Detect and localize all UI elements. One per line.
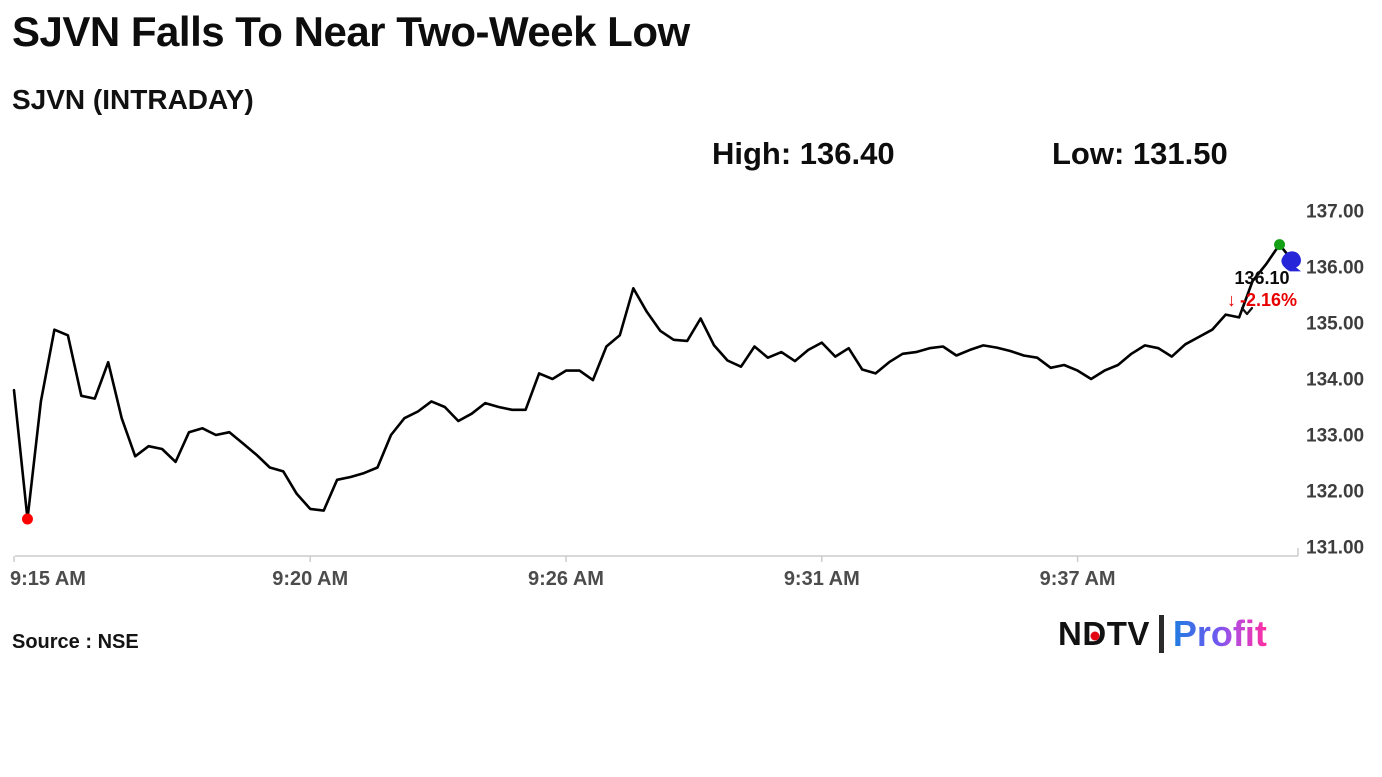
ndtv-letter-n: N — [1058, 615, 1083, 652]
last-price-cursor — [1281, 251, 1301, 272]
down-arrow-icon: ↓ — [1226, 290, 1236, 310]
logo-separator-bar — [1158, 615, 1164, 653]
chart-subtitle: SJVN (INTRADAY) — [12, 84, 254, 115]
source-credit: Source : NSE — [12, 631, 139, 653]
profit-wordmark: Profit — [1172, 613, 1267, 654]
x-axis-label: 9:37 AM — [1040, 568, 1116, 590]
page-title: SJVN Falls To Near Two-Week Low — [12, 8, 690, 55]
ndtv-letter-d: D — [1082, 615, 1106, 653]
y-axis-label: 135.00 — [1306, 314, 1364, 335]
x-axis-label: 9:15 AM — [10, 568, 86, 590]
ndtv-wordmark: NDTV — [1058, 615, 1150, 653]
y-axis-label: 132.00 — [1306, 482, 1364, 503]
annotation-caret-icon — [1240, 306, 1254, 316]
day-high-value: High: 136.40 — [712, 136, 895, 171]
last-price-label: 136.10 — [1234, 268, 1290, 288]
ndtv-letters-tv: TV — [1106, 615, 1150, 652]
change-percent-label: ↓ -2.16% — [1196, 290, 1328, 311]
ndtv-profit-logo: NDTV Profit — [1058, 612, 1267, 656]
y-axis-label: 134.00 — [1306, 370, 1364, 391]
change-percent-value: -2.16% — [1239, 290, 1298, 310]
x-axis-label: 9:26 AM — [528, 568, 604, 590]
price-line — [12, 243, 1295, 521]
ndtv-red-dot-icon — [1090, 631, 1100, 641]
day-high-dot — [1274, 239, 1286, 251]
y-axis-label: 131.00 — [1306, 538, 1364, 559]
y-axis-label: 137.00 — [1306, 202, 1364, 223]
day-low-value: Low: 131.50 — [1052, 136, 1228, 171]
y-axis-label: 136.00 — [1306, 258, 1364, 279]
y-axis-label: 133.00 — [1306, 426, 1364, 447]
x-axis-label: 9:31 AM — [784, 568, 860, 590]
x-axis-label: 9:20 AM — [272, 568, 348, 590]
day-low-dot — [21, 513, 33, 525]
